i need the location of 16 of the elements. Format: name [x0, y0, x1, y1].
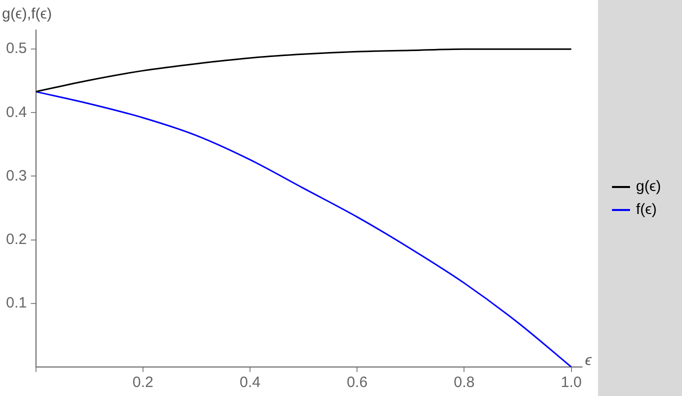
- line-series: [36, 48, 572, 92]
- x-tick-label: 0.4: [240, 374, 260, 392]
- line-series: [36, 90, 572, 367]
- y-axis-title: g(ϵ),f(ϵ): [2, 6, 52, 23]
- y-tick-label: 0.2: [6, 230, 27, 248]
- y-tick-label: 0.4: [6, 104, 27, 121]
- x-tick-label: 0.8: [454, 374, 475, 392]
- legend-label: f(ϵ): [636, 201, 657, 218]
- x-tick-label: 1.0: [560, 374, 582, 392]
- x-tick-label: 0.2: [132, 374, 154, 392]
- y-tick-label: 0.3: [6, 167, 27, 184]
- legend-label: g(ϵ): [636, 178, 661, 195]
- x-tick-label: 0.6: [346, 374, 368, 392]
- y-tick-label: 0.1: [6, 294, 27, 312]
- y-tick-label: 0.5: [6, 40, 27, 58]
- x-axis-title: ϵ: [585, 352, 592, 370]
